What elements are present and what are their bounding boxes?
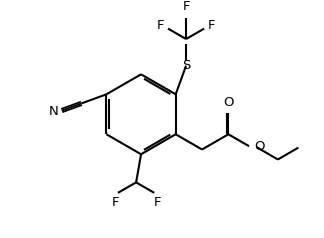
Text: F: F <box>208 19 215 32</box>
Text: S: S <box>182 59 190 72</box>
Text: F: F <box>111 196 119 209</box>
Text: F: F <box>153 196 161 209</box>
Text: N: N <box>48 105 58 118</box>
Text: O: O <box>254 140 264 153</box>
Text: F: F <box>157 19 164 32</box>
Text: F: F <box>182 0 190 13</box>
Text: O: O <box>223 96 234 109</box>
